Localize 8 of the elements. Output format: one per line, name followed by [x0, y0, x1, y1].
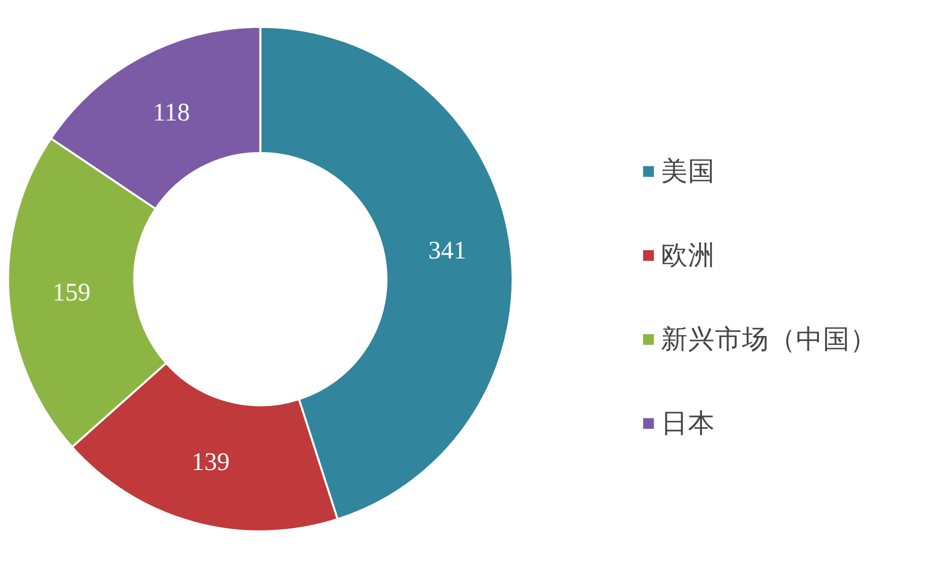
legend-label: 欧洲 — [661, 239, 715, 273]
data-label: 139 — [192, 448, 230, 476]
legend-label: 新兴市场（中国） — [661, 323, 877, 357]
legend-label: 日本 — [661, 407, 715, 441]
data-label: 159 — [52, 278, 91, 307]
data-label: 341 — [428, 236, 466, 264]
legend-label: 美国 — [661, 155, 715, 189]
data-label: 118 — [152, 98, 190, 127]
